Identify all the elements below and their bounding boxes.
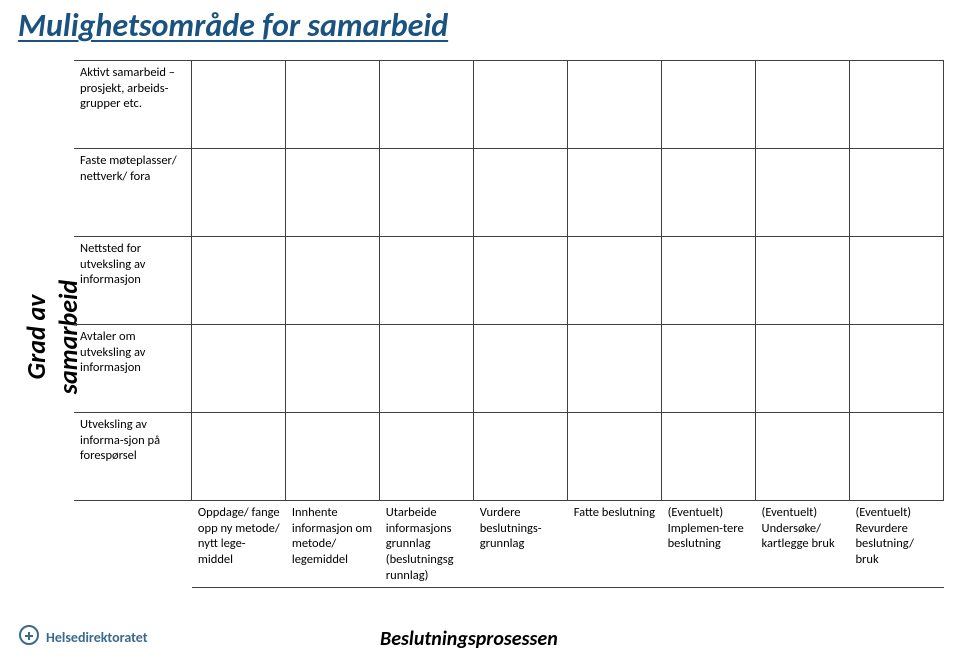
cell bbox=[662, 149, 756, 237]
cell bbox=[849, 61, 943, 149]
col-header-2: Utarbeide informasjons grunnlag (beslutn… bbox=[380, 501, 474, 588]
col-header-4: Fatte beslutning bbox=[568, 501, 662, 588]
table-row: Nettsted for utveksling av informasjon bbox=[74, 237, 944, 325]
col-header-1: Innhente informasjon om metode/ legemidd… bbox=[286, 501, 380, 588]
cell bbox=[380, 149, 474, 237]
cell bbox=[568, 149, 662, 237]
cell bbox=[568, 61, 662, 149]
cell bbox=[474, 237, 568, 325]
row-header-1: Faste møteplasser/ nettverk/ fora bbox=[74, 149, 192, 237]
cell bbox=[849, 149, 943, 237]
cell bbox=[662, 325, 756, 413]
cell bbox=[756, 325, 850, 413]
col-header-6: (Eventuelt) Undersøke/ kartlegge bruk bbox=[756, 501, 850, 588]
logo-text: Helsedirektoratet bbox=[46, 629, 148, 646]
cell bbox=[286, 61, 380, 149]
cell bbox=[568, 237, 662, 325]
page-title: Mulighetsområde for samarbeid bbox=[18, 6, 448, 45]
cell bbox=[286, 325, 380, 413]
cell bbox=[662, 61, 756, 149]
cell bbox=[286, 413, 380, 501]
col-header-3: Vurdere beslutnings-grunnlag bbox=[474, 501, 568, 588]
cell bbox=[380, 61, 474, 149]
footer-logo: Helsedirektoratet bbox=[18, 624, 148, 651]
health-logo-icon bbox=[18, 624, 40, 651]
empty-corner bbox=[74, 501, 192, 588]
col-header-7: (Eventuelt) Revurdere beslutning/ bruk bbox=[849, 501, 943, 588]
cell bbox=[849, 413, 943, 501]
table-row: Utveksling av informa-sjon på forespørse… bbox=[74, 413, 944, 501]
cell bbox=[192, 61, 286, 149]
cell bbox=[568, 413, 662, 501]
cell bbox=[849, 237, 943, 325]
cell bbox=[192, 325, 286, 413]
row-header-4: Utveksling av informa-sjon på forespørse… bbox=[74, 413, 192, 501]
cell bbox=[286, 237, 380, 325]
cell bbox=[568, 325, 662, 413]
cell bbox=[380, 413, 474, 501]
cell bbox=[286, 149, 380, 237]
cell bbox=[662, 413, 756, 501]
cell bbox=[192, 237, 286, 325]
row-header-2: Nettsted for utveksling av informasjon bbox=[74, 237, 192, 325]
table-row: Avtaler om utveksling av informasjon bbox=[74, 325, 944, 413]
table-row: Aktivt samarbeid – prosjekt, arbeids-gru… bbox=[74, 61, 944, 149]
cell bbox=[192, 149, 286, 237]
cell bbox=[474, 325, 568, 413]
matrix-grid: Aktivt samarbeid – prosjekt, arbeids-gru… bbox=[74, 60, 944, 588]
cell bbox=[662, 237, 756, 325]
cell bbox=[756, 149, 850, 237]
cell bbox=[380, 325, 474, 413]
cell bbox=[474, 149, 568, 237]
cell bbox=[474, 61, 568, 149]
cell bbox=[756, 61, 850, 149]
cell bbox=[380, 237, 474, 325]
column-header-row: Oppdage/ fange opp ny metode/ nytt lege-… bbox=[74, 501, 944, 588]
cell bbox=[756, 237, 850, 325]
col-header-5: (Eventuelt) Implemen-tere beslutning bbox=[662, 501, 756, 588]
opportunity-table: Aktivt samarbeid – prosjekt, arbeids-gru… bbox=[74, 60, 944, 588]
col-header-0: Oppdage/ fange opp ny metode/ nytt lege-… bbox=[192, 501, 286, 588]
cell bbox=[756, 413, 850, 501]
cell bbox=[849, 325, 943, 413]
row-header-3: Avtaler om utveksling av informasjon bbox=[74, 325, 192, 413]
row-header-0: Aktivt samarbeid – prosjekt, arbeids-gru… bbox=[74, 61, 192, 149]
cell bbox=[474, 413, 568, 501]
x-axis-label: Beslutningsprosessen bbox=[380, 627, 558, 651]
cell bbox=[192, 413, 286, 501]
table-row: Faste møteplasser/ nettverk/ fora bbox=[74, 149, 944, 237]
